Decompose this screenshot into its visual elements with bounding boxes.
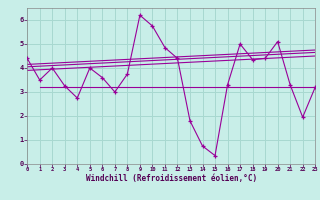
X-axis label: Windchill (Refroidissement éolien,°C): Windchill (Refroidissement éolien,°C) bbox=[86, 174, 257, 183]
